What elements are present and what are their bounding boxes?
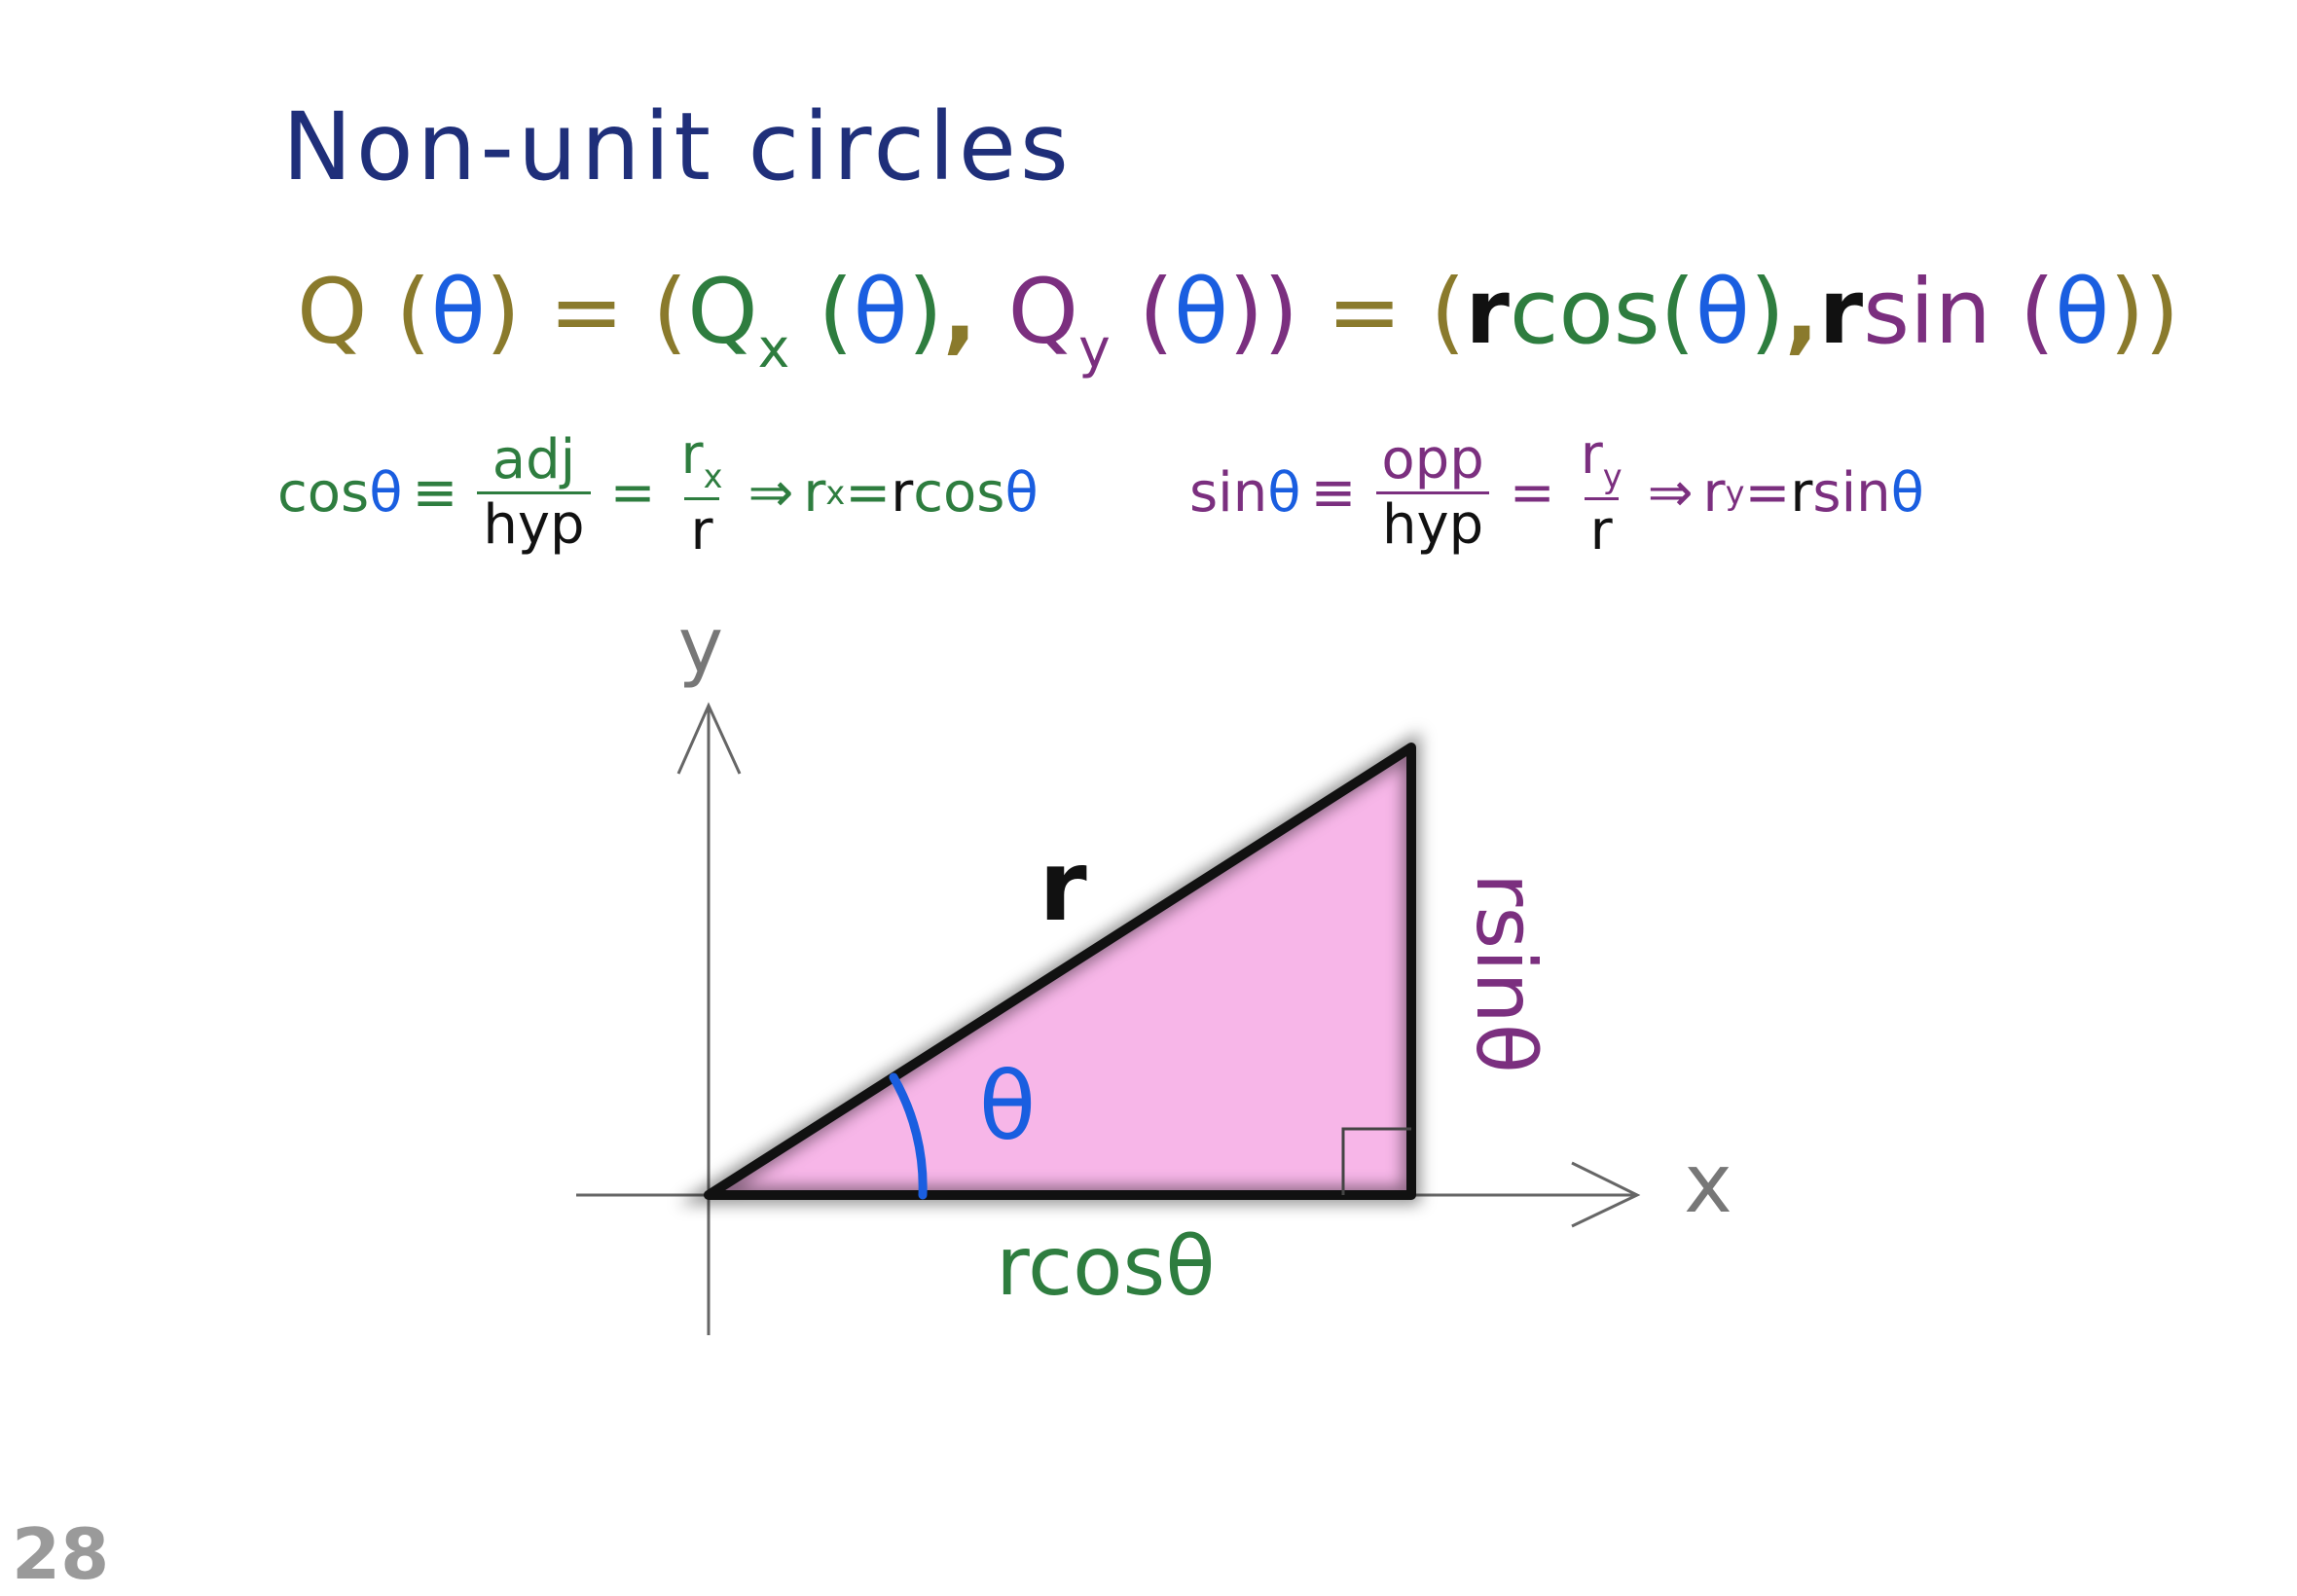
cos-function: cos xyxy=(1509,260,1660,364)
paren-open: ( xyxy=(789,260,854,364)
y-subscript: y xyxy=(1078,317,1111,381)
sin-function: sin xyxy=(1863,260,1991,364)
r-symbol: r xyxy=(1818,260,1864,364)
hypotenuse-label: r xyxy=(1039,829,1087,943)
equals-sign: = xyxy=(609,460,656,525)
paren-open: ( xyxy=(1659,260,1695,364)
theta-symbol: θ xyxy=(369,460,403,525)
x-subscript: x xyxy=(825,474,846,513)
paren-close: )) xyxy=(1228,260,1298,364)
rx-over-r-fraction: rx r xyxy=(675,428,729,559)
implies-arrow: ⇒ xyxy=(747,460,794,525)
implies-arrow: ⇒ xyxy=(1647,460,1694,525)
equals-sign: = xyxy=(1744,460,1791,525)
paren-close: ) xyxy=(907,260,943,364)
main-equation: Q (θ) = (Qx (θ), Qy (θ)) = (rcos(θ),rsin… xyxy=(297,268,2179,377)
r-symbol: r xyxy=(1465,260,1510,364)
equals-sign: = xyxy=(520,260,653,364)
fraction-denominator: hyp xyxy=(1376,491,1490,553)
adj-over-hyp-fraction: adj hyp xyxy=(477,428,591,553)
x-subscript: x xyxy=(703,457,723,496)
fraction-denominator: r xyxy=(1584,496,1619,559)
fraction-denominator: hyp xyxy=(477,491,591,553)
angle-label: θ xyxy=(979,1052,1037,1161)
theta-symbol: θ xyxy=(1173,260,1229,364)
opposite-side-label: rsinθ xyxy=(1458,873,1553,1073)
page-title: Non-unit circles xyxy=(282,92,1073,201)
sin-function: sin xyxy=(1812,460,1891,525)
y-axis-label: y xyxy=(678,602,723,690)
page-number: 28 xyxy=(12,1513,110,1595)
comma: , xyxy=(942,260,1008,364)
fraction-denominator: r xyxy=(684,496,719,559)
fraction-numerator: ry xyxy=(1575,428,1628,497)
qy-symbol: Q xyxy=(1007,260,1079,364)
q-symbol: Q xyxy=(297,260,368,364)
r-symbol: r xyxy=(803,460,826,525)
adjacent-side-label: rcosθ xyxy=(996,1218,1215,1314)
fraction-numerator: opp xyxy=(1381,428,1484,492)
paren-close: ) xyxy=(1749,260,1785,364)
paren-open: ( xyxy=(1110,260,1174,364)
angle-arc xyxy=(889,1072,928,1200)
equiv-sign: ≡ xyxy=(1310,460,1357,525)
sin-function: sin xyxy=(1189,460,1268,525)
cos-function: cos xyxy=(913,460,1005,525)
r-symbol: r xyxy=(891,460,914,525)
theta-symbol: θ xyxy=(853,260,908,364)
right-angle-marker xyxy=(1341,1127,1411,1195)
x-axis-arrowhead xyxy=(1571,1161,1641,1228)
theta-symbol: θ xyxy=(1267,460,1301,525)
ry-over-r-fraction: ry r xyxy=(1575,428,1628,559)
paren-open: ( xyxy=(652,260,688,364)
y-axis-arrowhead xyxy=(676,702,742,775)
x-axis-label: x xyxy=(1684,1136,1732,1231)
paren-close: ) xyxy=(485,260,521,364)
equals-sign: = xyxy=(1509,460,1555,525)
opp-over-hyp-fraction: opp hyp xyxy=(1375,428,1490,553)
x-subscript: x xyxy=(757,317,790,381)
theta-symbol: θ xyxy=(1695,260,1750,364)
equals-sign: = xyxy=(1298,260,1431,364)
r-symbol: r xyxy=(680,423,704,487)
comma: , xyxy=(1784,260,1819,364)
qx-symbol: Q xyxy=(687,260,758,364)
y-subscript: y xyxy=(1725,474,1745,513)
paren-open: ( xyxy=(1430,260,1466,364)
r-symbol: r xyxy=(1790,460,1813,525)
paren-close: )) xyxy=(2109,260,2180,364)
equals-sign: = xyxy=(845,460,892,525)
r-symbol: r xyxy=(1702,460,1726,525)
triangle-outline xyxy=(704,743,1416,1200)
fraction-numerator: adj xyxy=(492,428,576,492)
cos-function: cos xyxy=(277,460,370,525)
theta-symbol: θ xyxy=(1890,460,1924,525)
theta-symbol: θ xyxy=(430,260,486,364)
y-subscript: y xyxy=(1602,457,1622,496)
fraction-numerator: rx xyxy=(675,428,729,497)
theta-symbol: θ xyxy=(1004,460,1039,525)
paren-open: ( xyxy=(1990,260,2056,364)
theta-symbol: θ xyxy=(2055,260,2110,364)
paren-open: ( xyxy=(367,260,431,364)
equiv-sign: ≡ xyxy=(412,460,458,525)
r-symbol: r xyxy=(1580,423,1603,487)
